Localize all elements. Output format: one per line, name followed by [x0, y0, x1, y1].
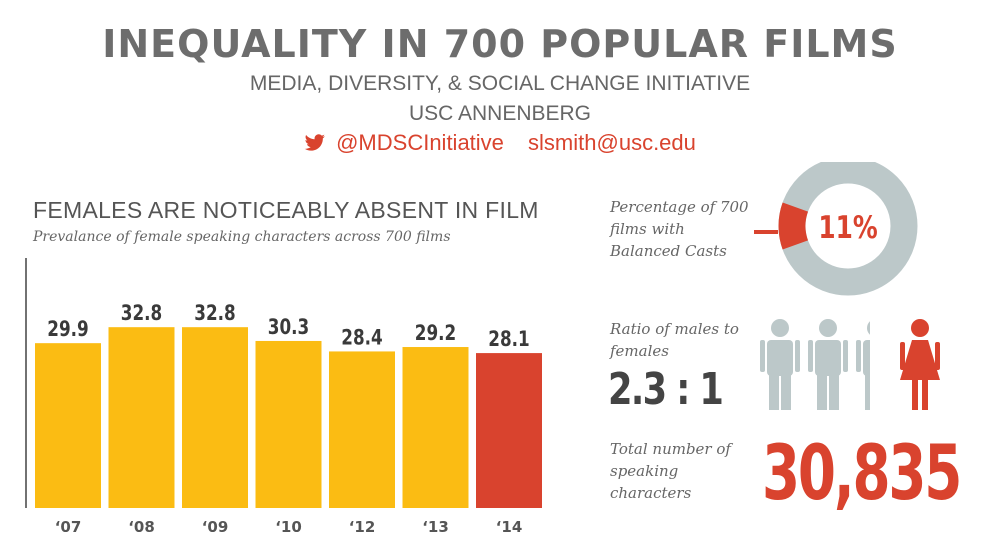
- unit-name: USC ANNENBERG: [408, 102, 592, 125]
- balanced-casts-donut: 11%: [754, 162, 918, 296]
- donut-slice: [778, 202, 809, 250]
- balanced-casts-label: Percentage of 700 films with Balanced Ca…: [610, 198, 749, 260]
- x-tick-label: ‘10: [275, 518, 302, 536]
- bar-value-label: 29.2: [415, 321, 456, 345]
- twitter-icon: [304, 134, 325, 151]
- female-figure-icon: [900, 319, 940, 410]
- balanced-casts-value: 11%: [818, 209, 877, 245]
- organization-name: MEDIA, DIVERSITY, & SOCIAL CHANGE INITIA…: [249, 72, 751, 95]
- bar-value-label: 32.8: [194, 301, 235, 325]
- bar: [35, 343, 101, 508]
- chart-subtitle: Prevalance of female speaking characters…: [33, 229, 451, 245]
- bar: [476, 353, 542, 508]
- ratio-label: Ratio of males to females: [610, 320, 739, 360]
- bar-value-label: 32.8: [121, 301, 162, 325]
- bar-value-label: 28.1: [488, 327, 529, 351]
- x-tick-label: ‘07: [55, 518, 82, 536]
- bar: [402, 347, 469, 508]
- bar: [329, 351, 395, 508]
- total-characters-label: Total number of speaking characters: [610, 440, 731, 502]
- x-tick-label: ‘13: [422, 518, 449, 536]
- contact-line: @MDSCInitiative slsmith@usc.edu: [0, 130, 1000, 156]
- x-tick-label: ‘08: [128, 518, 155, 536]
- bar-chart: 29.9 ‘07 32.8 ‘08 32.8 ‘09 30.3 ‘10 28.4 ‘12 29.2 ‘…: [25, 258, 542, 536]
- twitter-link[interactable]: @MDSCInitiative: [304, 130, 516, 155]
- bar: [182, 327, 248, 508]
- bar-value-label: 29.9: [47, 317, 88, 341]
- total-characters-value: 30,835: [762, 428, 962, 517]
- male-figure-partial-icon: [856, 321, 870, 410]
- email-link[interactable]: slsmith@usc.edu: [528, 130, 696, 155]
- page-title: INEQUALITY IN 700 POPULAR FILMS: [102, 22, 898, 66]
- bar: [108, 327, 175, 508]
- bar-value-label: 30.3: [268, 315, 309, 339]
- bar-value-label: 28.4: [341, 326, 382, 350]
- ratio-value: 2.3 : 1: [608, 364, 724, 415]
- male-figure-icon: [760, 319, 800, 410]
- bar: [255, 340, 322, 508]
- twitter-handle: @MDSCInitiative: [336, 130, 504, 155]
- male-figure-icon: [808, 319, 848, 410]
- x-tick-label: ‘12: [349, 518, 376, 536]
- x-tick-label: ‘14: [496, 518, 523, 536]
- x-tick-label: ‘09: [202, 518, 229, 536]
- people-figures: [760, 319, 940, 410]
- chart-title: FEMALES ARE NOTICEABLY ABSENT IN FILM: [33, 197, 539, 223]
